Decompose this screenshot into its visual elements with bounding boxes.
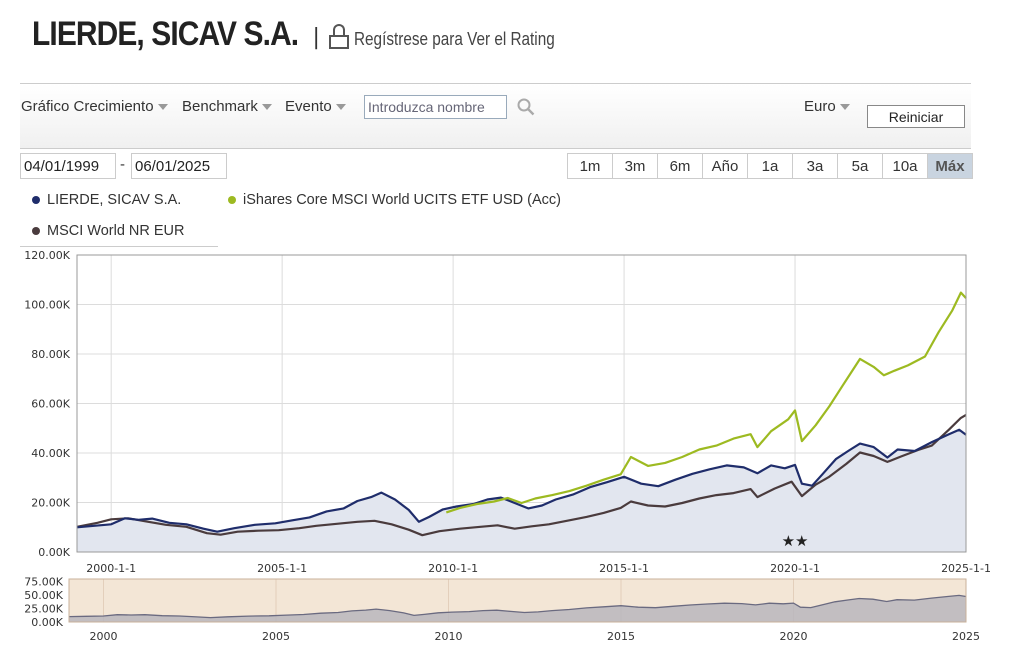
navigator-x-tick-label: 2025 <box>952 630 980 643</box>
chevron-down-icon <box>839 103 850 110</box>
series-line-lierde[interactable] <box>76 428 967 533</box>
y-tick-label: 0.00K <box>38 546 70 559</box>
series-area-lierde <box>77 429 966 552</box>
x-tick-label: 2005-1-1 <box>257 562 307 575</box>
y-tick-label: 40.00K <box>31 447 70 460</box>
legend-label-msci: MSCI World NR EUR <box>47 223 185 239</box>
legend-dot-ishares <box>228 196 236 204</box>
event-marker-stars[interactable]: ★★ <box>782 532 809 550</box>
search-icon[interactable] <box>517 98 535 116</box>
chevron-down-icon <box>261 103 272 110</box>
range-button-3m[interactable]: 3m <box>613 154 658 178</box>
legend-dot-msci <box>32 227 40 235</box>
navigator-y-tick-label: 75.00K <box>24 576 63 589</box>
growth-chart-menu[interactable]: Gráfico Crecimiento <box>21 98 168 115</box>
start-date-input[interactable] <box>20 153 116 179</box>
chevron-down-icon <box>157 103 168 110</box>
legend-item-ishares[interactable]: iShares Core MSCI World UCITS ETF USD (A… <box>228 192 561 208</box>
x-tick-label: 2010-1-1 <box>428 562 478 575</box>
navigator-line <box>68 594 967 619</box>
event-menu[interactable]: Evento <box>285 98 346 115</box>
navigator-frame <box>68 578 967 623</box>
navigator-y-tick-label: 50.00K <box>24 589 63 602</box>
reset-button[interactable]: Reiniciar <box>867 105 965 128</box>
x-tick-label: 2025-1-1 <box>941 562 991 575</box>
benchmark-menu[interactable]: Benchmark <box>182 98 272 115</box>
x-tick-label: 2020-1-1 <box>770 562 820 575</box>
currency-menu[interactable]: Euro <box>804 98 850 115</box>
y-tick-label: 80.00K <box>31 348 70 361</box>
lock-icon[interactable] <box>328 24 350 50</box>
y-tick-label: 20.00K <box>31 497 70 510</box>
fund-title: LIERDE, SICAV S.A. <box>32 15 299 53</box>
range-button-max[interactable]: Máx <box>928 154 972 178</box>
main-plot-frame <box>76 254 967 553</box>
range-button-5y[interactable]: 5a <box>838 154 883 178</box>
y-tick-label: 120.00K <box>24 249 70 262</box>
register-link[interactable]: Regístrese para Ver el Rating <box>353 29 555 49</box>
legend-label-ishares: iShares Core MSCI World UCITS ETF USD (A… <box>243 192 561 208</box>
navigator-x-tick-label: 2005 <box>262 630 290 643</box>
navigator-x-tick-label: 2015 <box>607 630 635 643</box>
chevron-down-icon <box>335 103 346 110</box>
title-separator: | <box>312 25 320 50</box>
y-tick-label: 60.00K <box>31 398 70 411</box>
search-input[interactable] <box>364 95 507 119</box>
title-row: LIERDE, SICAV S.A. | Regístrese para Ver… <box>32 10 590 54</box>
y-axis-ticks: 0.00K 20.00K 40.00K 60.00K 80.00K 100.00K 120.… <box>24 249 70 559</box>
range-button-10y[interactable]: 10a <box>883 154 928 178</box>
range-button-3y[interactable]: 3a <box>793 154 838 178</box>
legend-item-msci[interactable]: MSCI World NR EUR <box>32 223 185 239</box>
range-button-group: 1m 3m 6m Año 1a 3a 5a 10a Máx <box>567 153 973 179</box>
series-line-ishares[interactable] <box>445 291 967 514</box>
date-range-separator: - <box>120 156 125 173</box>
event-markers: ★★ <box>782 532 809 550</box>
chart-toolbar: Gráfico Crecimiento Benchmark Evento Eur… <box>20 83 971 149</box>
y-tick-label: 100.00K <box>24 299 70 312</box>
x-axis-ticks: 2000-1-1 2005-1-1 2010-1-1 2015-1-1 2020-1-1… <box>86 562 991 575</box>
navigator-x-tick-label: 2020 <box>780 630 808 643</box>
legend-item-lierde[interactable]: LIERDE, SICAV S.A. <box>32 192 181 208</box>
navigator-y-tick-label: 25.00K <box>24 603 63 616</box>
navigator-x-tick-label: 2000 <box>90 630 118 643</box>
range-button-6m[interactable]: 6m <box>658 154 703 178</box>
navigator-y-tick-label: 0.00K <box>31 616 63 629</box>
range-button-1y[interactable]: 1a <box>748 154 793 178</box>
series-line-msci[interactable] <box>76 413 967 537</box>
range-button-ytd[interactable]: Año <box>703 154 748 178</box>
navigator-x-tick-label: 2010 <box>435 630 463 643</box>
event-menu-label: Evento <box>285 98 332 115</box>
end-date-input[interactable] <box>131 153 227 179</box>
range-button-1m[interactable]: 1m <box>568 154 613 178</box>
x-tick-label: 2000-1-1 <box>86 562 136 575</box>
legend-dot-lierde <box>32 196 40 204</box>
benchmark-menu-label: Benchmark <box>182 98 258 115</box>
currency-menu-label: Euro <box>804 98 836 115</box>
main-plot-lines <box>76 291 967 537</box>
x-tick-label: 2015-1-1 <box>599 562 649 575</box>
legend-label-lierde: LIERDE, SICAV S.A. <box>47 192 182 208</box>
legend-divider <box>20 246 218 247</box>
growth-chart-menu-label: Gráfico Crecimiento <box>21 98 154 115</box>
main-plot-area <box>77 429 966 552</box>
